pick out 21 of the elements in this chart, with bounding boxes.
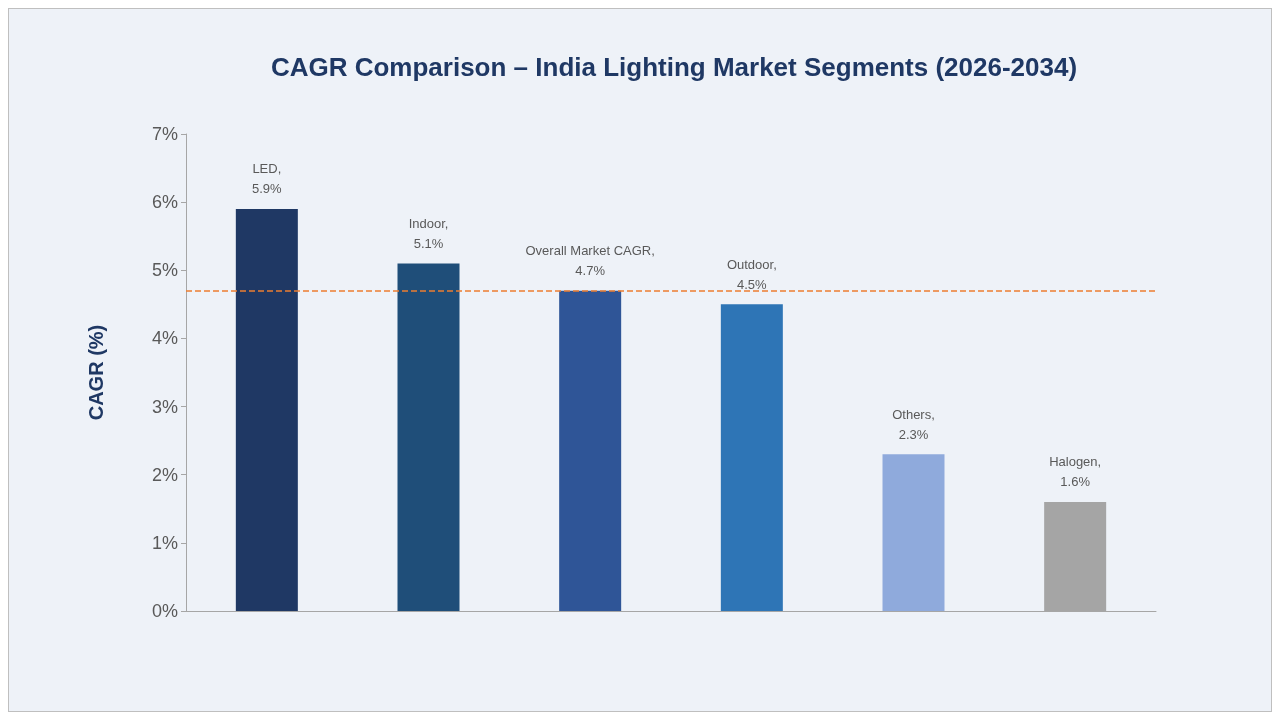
data-label: Halogen, 1.6% (1049, 454, 1102, 490)
y-tick-label: 7% (151, 124, 178, 144)
y-tick-label: 3% (151, 396, 178, 417)
y-axis-title: CAGR (%) (85, 324, 107, 421)
bar (559, 290, 622, 611)
y-tick-label: 5% (151, 260, 178, 281)
chart-title: CAGR Comparison – India Lighting Market Segments (2026-2034) (270, 52, 1078, 82)
y-tick-label: 1% (151, 532, 178, 553)
bar (882, 454, 945, 611)
data-label: Overall Market CAGR, 4.7% (525, 243, 655, 279)
data-label: Indoor, 5.1% (408, 215, 449, 251)
y-tick-label: 6% (151, 192, 178, 213)
bar (235, 208, 298, 611)
data-label: Others, 2.3% (892, 406, 935, 442)
y-tick-label: 0% (151, 601, 178, 621)
y-tick-label: 2% (151, 464, 178, 485)
data-label: LED, 5.9% (252, 161, 283, 197)
y-tick-label: 4% (151, 328, 178, 349)
data-label: Outdoor, 4.5% (726, 256, 777, 292)
bar (720, 304, 783, 611)
bar (397, 263, 460, 611)
